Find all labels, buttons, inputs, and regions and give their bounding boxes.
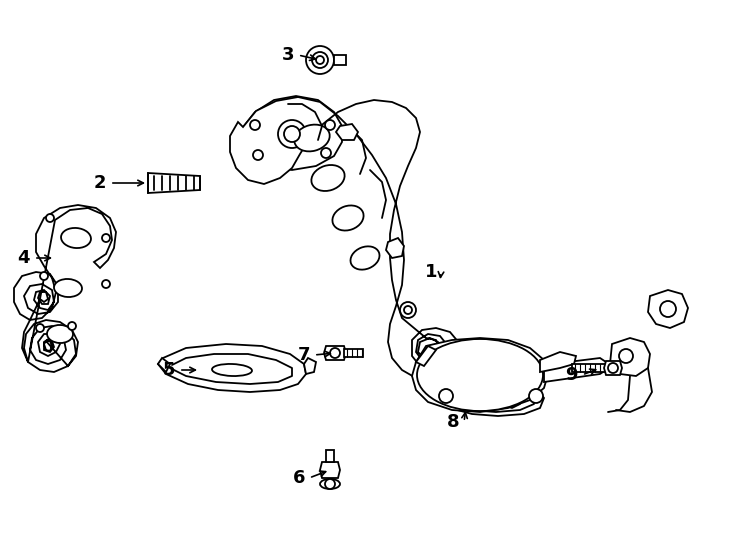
- Circle shape: [36, 324, 44, 332]
- Circle shape: [325, 120, 335, 130]
- Circle shape: [660, 301, 676, 317]
- Ellipse shape: [311, 165, 345, 191]
- Circle shape: [325, 479, 335, 489]
- Circle shape: [284, 126, 300, 142]
- Polygon shape: [344, 349, 363, 357]
- Polygon shape: [242, 96, 342, 170]
- Circle shape: [40, 272, 48, 280]
- Text: 2: 2: [93, 174, 106, 192]
- Polygon shape: [336, 124, 358, 140]
- Polygon shape: [334, 55, 346, 65]
- Polygon shape: [610, 338, 650, 376]
- Text: 6: 6: [293, 469, 305, 487]
- Polygon shape: [412, 338, 548, 412]
- Text: 8: 8: [448, 413, 460, 431]
- Ellipse shape: [47, 325, 73, 343]
- Circle shape: [529, 389, 543, 403]
- Polygon shape: [438, 378, 544, 416]
- Text: 3: 3: [282, 46, 294, 64]
- Ellipse shape: [333, 205, 363, 231]
- Text: 1: 1: [424, 263, 437, 281]
- Circle shape: [102, 234, 110, 242]
- Text: 5: 5: [162, 361, 175, 379]
- Circle shape: [619, 349, 633, 363]
- Polygon shape: [386, 238, 404, 258]
- Ellipse shape: [212, 364, 252, 376]
- Text: 7: 7: [297, 346, 310, 364]
- Circle shape: [439, 389, 453, 403]
- Polygon shape: [540, 352, 576, 372]
- Circle shape: [312, 52, 328, 68]
- Polygon shape: [320, 462, 340, 478]
- Polygon shape: [324, 346, 346, 360]
- Ellipse shape: [417, 339, 543, 411]
- Circle shape: [46, 214, 54, 222]
- Circle shape: [316, 56, 324, 64]
- Ellipse shape: [351, 246, 379, 269]
- Circle shape: [404, 306, 412, 314]
- Circle shape: [608, 363, 618, 373]
- Polygon shape: [544, 358, 612, 382]
- Polygon shape: [572, 364, 606, 372]
- Polygon shape: [158, 358, 170, 372]
- Circle shape: [250, 120, 260, 130]
- Circle shape: [330, 348, 340, 358]
- Circle shape: [306, 46, 334, 74]
- Text: 9: 9: [565, 366, 578, 384]
- Ellipse shape: [54, 279, 82, 297]
- Polygon shape: [148, 173, 200, 193]
- Circle shape: [278, 120, 306, 148]
- Polygon shape: [304, 358, 316, 374]
- Ellipse shape: [320, 479, 340, 489]
- Circle shape: [400, 302, 416, 318]
- Polygon shape: [648, 290, 688, 328]
- Circle shape: [68, 322, 76, 330]
- Polygon shape: [604, 361, 622, 375]
- Circle shape: [102, 280, 110, 288]
- Ellipse shape: [294, 125, 330, 151]
- Ellipse shape: [61, 228, 91, 248]
- Polygon shape: [14, 205, 116, 372]
- Polygon shape: [326, 450, 334, 462]
- Circle shape: [253, 150, 263, 160]
- Text: 4: 4: [18, 249, 30, 267]
- Polygon shape: [230, 97, 460, 380]
- Polygon shape: [158, 344, 306, 392]
- Circle shape: [321, 148, 331, 158]
- Polygon shape: [416, 346, 436, 366]
